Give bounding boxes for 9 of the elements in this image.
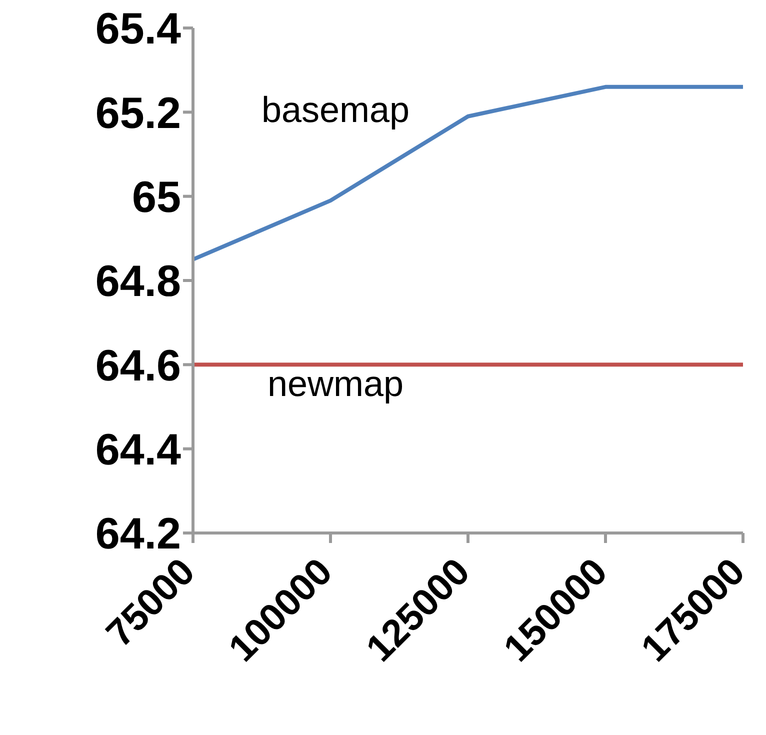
y-tick-label: 65.4 (95, 4, 182, 54)
y-tick-label: 64.6 (95, 341, 181, 390)
y-tick-label: 65.2 (95, 88, 181, 138)
series-label: basemap (261, 89, 410, 130)
y-tick-label: 64.8 (95, 257, 181, 306)
series-label: newmap (267, 363, 404, 404)
y-tick-label: 64.4 (95, 425, 182, 474)
y-tick-label: 64.2 (95, 510, 181, 559)
y-tick-label: 65 (132, 172, 181, 222)
